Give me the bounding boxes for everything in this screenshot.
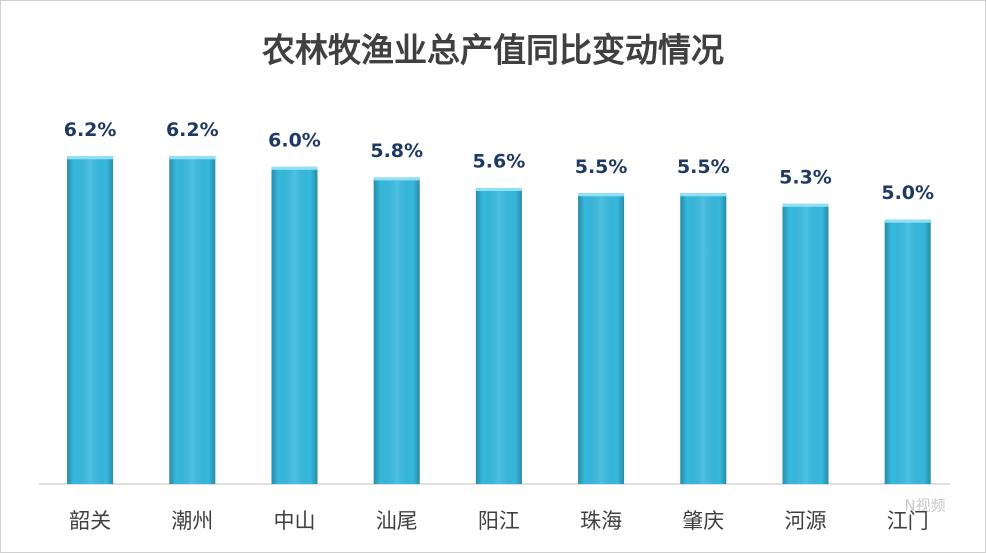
bar-shade [373, 177, 420, 484]
x-tick-label: 中山 [274, 509, 316, 533]
bar-cap [782, 203, 829, 207]
bar-cap [578, 193, 625, 197]
x-tick-label: 肇庆 [682, 509, 724, 533]
bar-cap [67, 156, 114, 160]
bar-shade [475, 188, 522, 484]
bar-cap [169, 156, 216, 160]
value-label: 5.5% [677, 156, 730, 178]
bar-cap [475, 188, 522, 191]
x-tick-label: 珠海 [580, 509, 622, 533]
bar-shade [169, 156, 216, 485]
bar-cap [884, 219, 931, 223]
bar-shade [67, 156, 114, 485]
bar-shade [884, 219, 931, 484]
bar-shade [680, 193, 727, 485]
x-tick-label: 韶关 [69, 509, 111, 533]
value-label: 5.3% [779, 166, 832, 188]
bar-shade [271, 166, 318, 484]
value-label: 5.6% [473, 151, 526, 173]
value-label: 6.2% [166, 119, 219, 141]
x-tick-label: 阳江 [478, 509, 520, 533]
chart-title: 农林牧渔业总产值同比变动情况 [262, 31, 724, 70]
bar-shade [782, 203, 829, 484]
bar-cap [373, 177, 420, 181]
value-label: 5.0% [881, 182, 934, 204]
x-tick-label: 潮州 [171, 509, 213, 533]
value-label: 6.2% [64, 119, 117, 141]
bar-shade [578, 193, 625, 485]
watermark: N视频 [904, 497, 945, 515]
value-label: 5.8% [370, 140, 423, 162]
value-label: 6.0% [268, 129, 321, 151]
bar-cap [680, 193, 727, 197]
x-tick-label: 汕尾 [376, 509, 418, 533]
x-tick-label: 江门 [887, 509, 929, 533]
value-label: 5.5% [575, 156, 628, 178]
bar-cap [271, 166, 318, 170]
x-tick-label: 河源 [785, 509, 827, 533]
